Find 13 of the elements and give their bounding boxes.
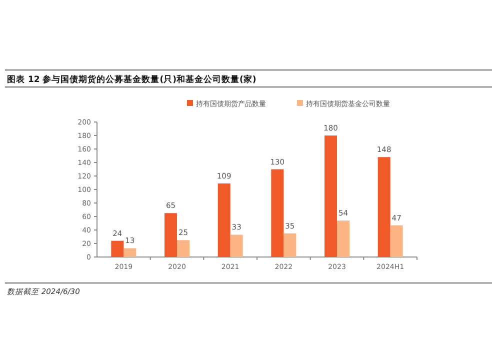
bar [164, 213, 177, 257]
bar [218, 183, 230, 257]
bar [271, 169, 284, 257]
bar [378, 157, 390, 257]
chart-title: 图表 12 参与国债期货的公募基金数量(只)和基金公司数量(家) [7, 74, 256, 85]
bar [337, 220, 350, 257]
bar [324, 136, 337, 257]
bar [284, 233, 296, 257]
bar [177, 240, 190, 257]
bar [111, 240, 124, 257]
bar [124, 248, 136, 257]
bar [230, 234, 243, 257]
bar [390, 225, 403, 257]
